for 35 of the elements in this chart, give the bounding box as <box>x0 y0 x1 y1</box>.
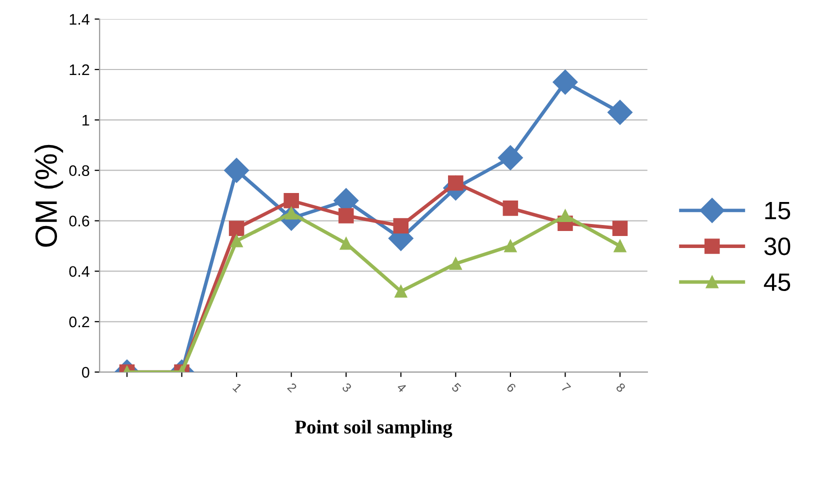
point <box>498 145 523 170</box>
y-tick-label: 1.2 <box>70 64 90 76</box>
point <box>612 220 628 236</box>
y-axis-title: OM (%) <box>34 144 64 247</box>
legend-label: 45 <box>764 274 790 292</box>
y-tick-label: 0.4 <box>69 266 90 277</box>
y-tick-label: 0.8 <box>69 165 90 176</box>
point <box>228 220 244 236</box>
x-axis-title: Point soil sampling <box>294 420 452 438</box>
point <box>614 240 626 252</box>
x-tick-label: 2 <box>287 382 298 393</box>
point <box>340 237 352 250</box>
y-tick-label: 0.6 <box>69 216 90 226</box>
x-tick-label: 3 <box>342 382 352 393</box>
point <box>449 257 462 270</box>
x-tick-label: 5 <box>451 382 462 393</box>
legend-label: 30 <box>764 238 790 256</box>
point <box>393 218 409 234</box>
x-tick-label: 4 <box>396 382 407 393</box>
y-tick-label: 0 <box>82 366 90 378</box>
y-tick-label: 1.4 <box>70 14 90 25</box>
x-tick-label: 7 <box>560 382 572 393</box>
point <box>284 192 299 208</box>
point <box>502 200 518 216</box>
x-tick-label: 8 <box>616 382 626 393</box>
legend-label: 15 <box>765 202 790 220</box>
x-tick-label: 6 <box>506 382 516 393</box>
y-tick-label: 0.2 <box>69 316 90 328</box>
point <box>504 240 517 252</box>
point <box>558 209 572 222</box>
x-tick-label: 1 <box>232 382 242 393</box>
point <box>338 208 354 224</box>
y-tick-label: 1 <box>82 114 90 126</box>
point <box>224 158 250 183</box>
point <box>230 234 243 248</box>
